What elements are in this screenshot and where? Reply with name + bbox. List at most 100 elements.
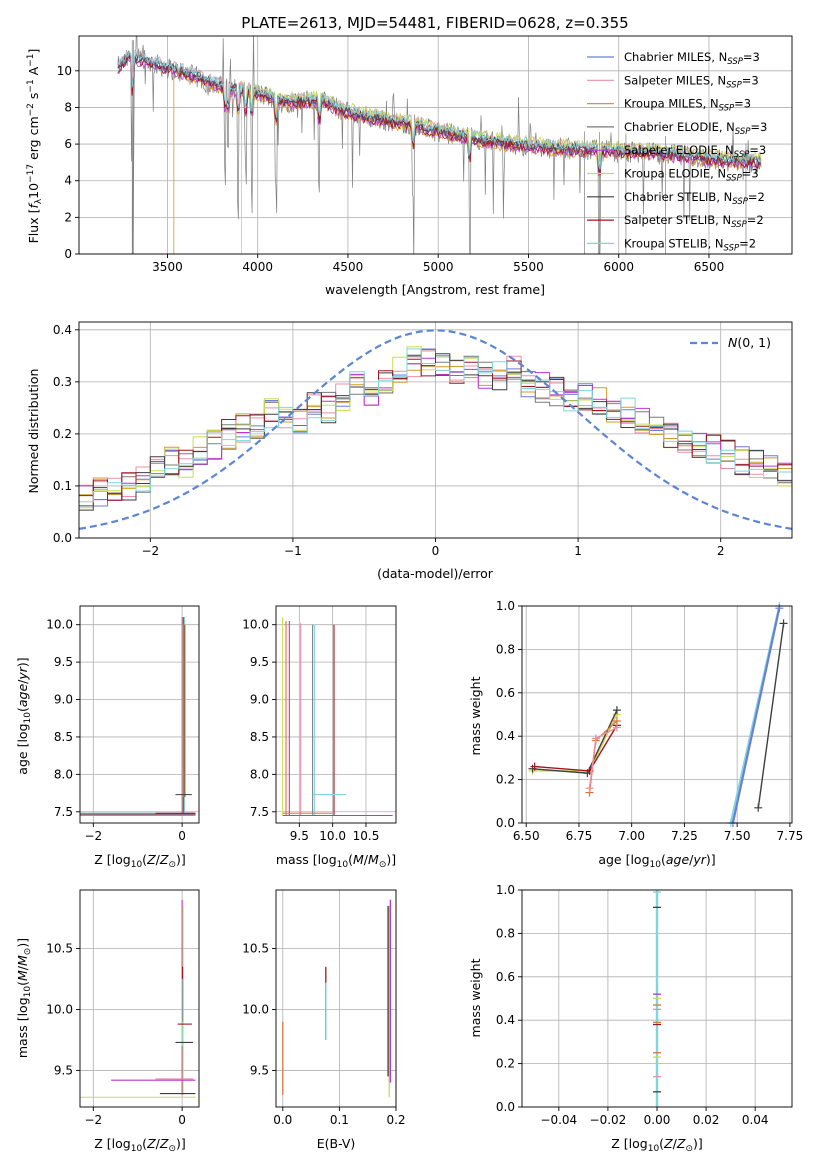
legend-subscript: SSP: [731, 220, 747, 230]
x-tick-label: −1: [284, 544, 302, 558]
legend-count: =3: [742, 167, 759, 181]
legend-subscript: SSP: [727, 57, 743, 67]
histogram-ylabel: Normed distribution: [26, 369, 41, 494]
legend-subscript: SSP: [719, 104, 735, 114]
y-tick-label: 10.0: [242, 618, 269, 632]
histogram-series: [79, 357, 792, 501]
x-tick-label: 0: [178, 1113, 186, 1127]
mass-weight-marker: [612, 706, 621, 715]
histogram-xlabel: (data-model)/error: [377, 566, 494, 581]
y-tick-label: 2: [64, 210, 72, 224]
x-tick-label: 0.2: [386, 1113, 405, 1127]
histogram-steps: [79, 329, 792, 530]
legend-label: Salpeter ELODIE, NSSP=3: [624, 143, 766, 160]
plot-frame: [275, 889, 397, 1108]
histogram-series: [79, 353, 792, 511]
legend-label: Kroupa MILES, NSSP=3: [624, 97, 751, 114]
z-massweight-xlabel: Z [log10(Z/Z⊙)]: [611, 1136, 703, 1154]
plot-frame: [79, 889, 200, 1108]
x-tick-label: 0.1: [330, 1113, 349, 1127]
legend-subscript: SSP: [726, 174, 742, 184]
age-massweight-ylabel: mass weight: [468, 676, 483, 755]
legend-label: Chabrier STELIB, NSSP=2: [624, 190, 765, 207]
z-age-ylabel: age [log10(age/yr)]: [15, 657, 33, 774]
y-tick-label: 7.5: [54, 805, 73, 819]
y-tick-label: 8: [64, 100, 72, 114]
x-tick-label: −0.04: [540, 1113, 577, 1127]
legend-subscript: SSP: [734, 150, 750, 160]
mass-weight-series: [757, 623, 785, 808]
mass-weight-marker: [775, 604, 784, 613]
x-tick-label: 6000: [603, 260, 634, 274]
y-tick-label: 0.4: [496, 1013, 515, 1027]
x-tick-label: 10.0: [319, 829, 346, 843]
x-tick-label: 6.75: [566, 829, 593, 843]
x-tick-label: 7.75: [777, 829, 804, 843]
spectrum-xlabel: wavelength [Angstrom, rest frame]: [325, 282, 545, 297]
y-tick-label: 0.8: [496, 642, 515, 656]
x-tick-label: 2: [717, 544, 725, 558]
y-tick-label: 8.0: [54, 767, 73, 781]
mass-weight-series: [731, 607, 781, 824]
y-tick-label: 0.6: [496, 686, 515, 700]
y-tick-label: 9.0: [250, 693, 269, 707]
mass-weight-marker: [754, 803, 763, 812]
y-tick-label: 9.5: [250, 1063, 269, 1077]
y-tick-label: 10.0: [46, 618, 73, 632]
plot-frame: [79, 605, 200, 824]
y-tick-label: 8.5: [250, 730, 269, 744]
model-spectrum-line: [173, 69, 761, 254]
legend-count: =3: [750, 120, 767, 134]
x-tick-label: 10.5: [353, 829, 380, 843]
z-age-xlabel: Z [log10(Z/Z⊙)]: [94, 852, 186, 870]
model-spectrum-line: [117, 58, 761, 177]
y-tick-label: 0.3: [53, 375, 72, 389]
legend-label: Salpeter MILES, NSSP=3: [624, 73, 759, 90]
y-tick-label: 4: [64, 174, 72, 188]
z-massweight-panel: −0.04 −0.02 0.00 0.02 0.04 0.0 0.2 0.4 0.6 0.8 1.0: [496, 883, 793, 1127]
y-tick-label: 10.0: [242, 1002, 269, 1016]
y-tick-label: 9.0: [54, 693, 73, 707]
histogram-series: [79, 365, 792, 496]
x-tick-label: 0.0: [273, 1113, 292, 1127]
ebv-mass-xlabel: E(B-V): [317, 1136, 356, 1151]
legend-subscript: SSP: [735, 127, 751, 137]
age-massweight-panel: 6.50 6.75 7.00 7.25 7.50 7.75 0.0 0.2 0.4 0.6 0.8 1…: [496, 599, 803, 843]
plot-frame: [521, 889, 793, 1108]
x-tick-label: 4500: [333, 260, 364, 274]
x-tick-label: 0.02: [693, 1113, 720, 1127]
model-spectrum-line: [117, 54, 761, 176]
legend-count: =2: [739, 236, 756, 250]
legend-count: =3: [742, 73, 759, 87]
legend-label-normal: N(0, 1): [728, 335, 771, 350]
z-mass-xlabel: Z [log10(Z/Z⊙)]: [94, 1136, 186, 1154]
legend-label: Chabrier MILES, NSSP=3: [624, 50, 760, 67]
legend-label: Kroupa ELODIE, NSSP=3: [624, 167, 759, 184]
y-tick-label: 0.4: [53, 323, 72, 337]
x-tick-label: 7.00: [618, 829, 645, 843]
plot-frame: [275, 605, 397, 824]
x-tick-label: 7.25: [671, 829, 698, 843]
legend-label: Salpeter STELIB, NSSP=2: [624, 213, 764, 230]
y-tick-label: 0.2: [496, 1057, 515, 1071]
x-tick-label: 6.50: [513, 829, 540, 843]
z-mass-panel: −2 0 9.5 10.0 10.5: [46, 889, 200, 1127]
mass-weight-marker: [530, 762, 539, 771]
legend-subscript: SSP: [724, 243, 740, 253]
x-tick-label: −2: [84, 829, 102, 843]
y-tick-label: 0.0: [496, 1100, 515, 1114]
histogram-series: [79, 348, 792, 503]
mass-weight-series: [588, 726, 618, 789]
histogram-series: [79, 350, 792, 497]
y-tick-label: 0.4: [496, 729, 515, 743]
model-spectrum-line: [117, 49, 761, 170]
legend-subscript: SSP: [726, 80, 742, 90]
mass-age-xlabel: mass [log10(M/M⊙)]: [276, 852, 396, 870]
x-tick-label: 3500: [152, 260, 183, 274]
z-age-panel: −2 0 7.5 8.0 8.5 9.0 9.5 10.0: [46, 605, 200, 843]
legend-label-normal-args: (0, 1): [737, 335, 771, 350]
legend-label: Chabrier ELODIE, NSSP=3: [624, 120, 767, 137]
y-tick-label: 8.0: [250, 767, 269, 781]
y-tick-label: 0.0: [496, 816, 515, 830]
y-tick-label: 0.0: [53, 531, 72, 545]
